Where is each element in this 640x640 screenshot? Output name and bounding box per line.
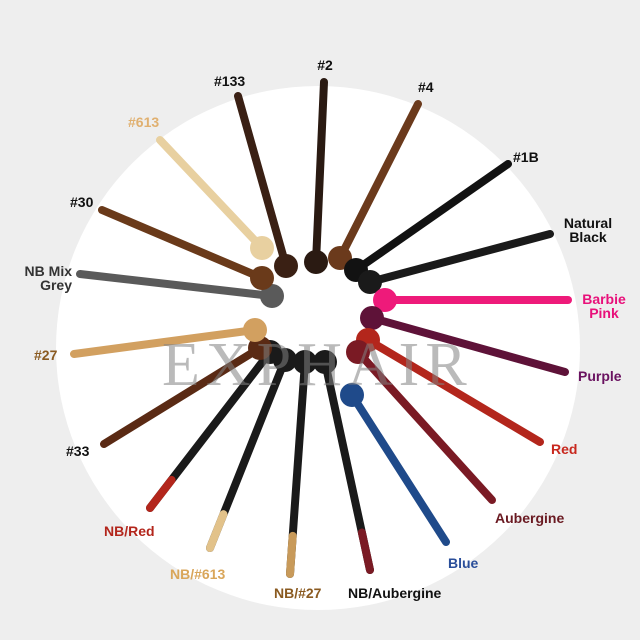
dread-strand-c613 [156,136,266,252]
label-aubergine: Aubergine [495,510,565,526]
label-c1b: #1B [513,149,539,165]
label-nb-mix-grey: NB Mix Grey [24,263,72,293]
label-c4: #4 [418,79,434,95]
dread-strand-natural-black [366,230,554,286]
dread-tip-nb-27 [286,531,297,578]
label-nb-27: NB/#27 [274,585,322,601]
dread-knot-nb-aubergine [313,350,337,374]
dread-strand-c1b [352,160,512,274]
dread-tip-nb-aubergine [357,528,374,574]
dread-knot-c33 [248,336,272,360]
label-natural-black: Natural Black [563,215,613,245]
dread-knot-barbie-pink [373,288,397,312]
label-nb-613: NB/#613 [170,566,226,582]
label-barbie-pink: Barbie Pink [582,291,626,321]
dread-knot-c27 [243,318,267,342]
dread-strand-c27 [70,326,259,358]
dread-strand-red [364,336,544,446]
label-c2: #2 [317,57,333,73]
label-c27: #27 [34,347,58,363]
label-purple: Purple [578,368,622,384]
dread-strand-c2 [312,78,328,266]
dread-knot-purple [360,306,384,330]
dread-strand-c133 [234,92,290,270]
label-red: Red [551,441,578,457]
dread-knot-blue [340,383,364,407]
dread-strand-purple [368,314,569,376]
label-c133: #133 [214,73,246,89]
dread-strand-c4 [336,100,422,262]
label-nb-aubergine: NB/Aubergine [348,585,442,601]
dread-strand-aubergine [354,348,496,504]
label-blue: Blue [448,555,479,571]
dread-strand-blue [348,391,450,546]
dread-tip-nb-red [146,475,176,512]
dread-strand-nb-mix-grey [76,270,276,300]
dread-tip-nb-613 [206,510,228,552]
dread-knot-c30 [250,266,274,290]
dread-knot-c2 [304,250,328,274]
label-c613: #613 [128,114,160,130]
white-disc [56,86,580,610]
label-nb-red: NB/Red [104,523,155,539]
dread-knot-nb-27 [293,350,317,374]
watermark-logo: EXPHAIR [162,331,473,399]
dread-knot-c613 [250,236,274,260]
dread-knot-c133 [274,254,298,278]
label-c33: #33 [66,443,90,459]
dread-knot-nb-mix-grey [260,284,284,308]
dread-knot-aubergine [346,340,370,364]
label-c30: #30 [70,194,94,210]
dread-strand-c30 [98,206,266,282]
dread-knot-natural-black [358,270,382,294]
dread-strand-c33 [100,344,264,448]
